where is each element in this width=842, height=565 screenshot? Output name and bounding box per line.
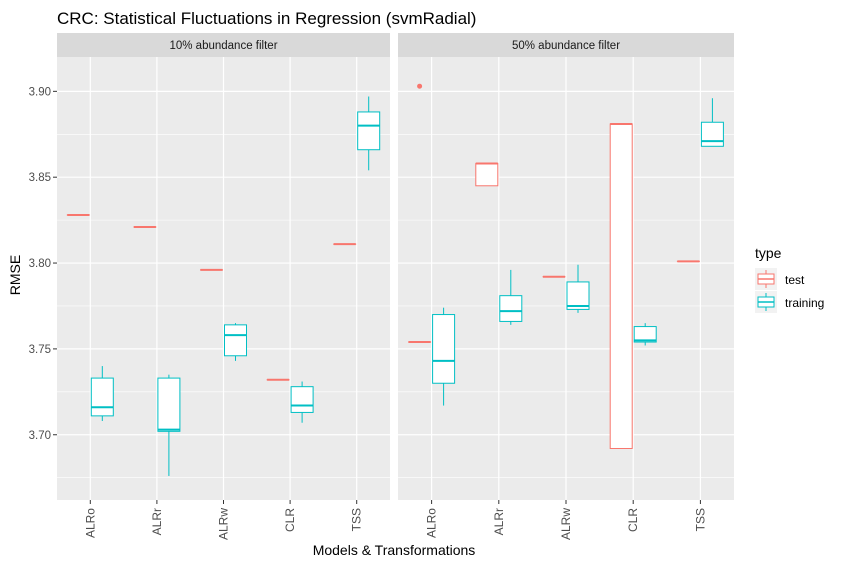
boxplot-tss-training: [700, 98, 724, 147]
box: [633, 326, 657, 343]
box: [90, 377, 114, 417]
boxplot-alro-test: [408, 83, 432, 344]
y-tick-label: 3.85: [29, 172, 51, 184]
boxplot-clr-test: [609, 122, 633, 449]
box: [609, 123, 633, 449]
chart-title: CRC: Statistical Fluctuations in Regress…: [57, 9, 476, 28]
outlier-point: [417, 83, 423, 89]
boxplot-alro-training: [90, 366, 114, 422]
x-tick-label: ALRo: [425, 508, 439, 538]
x-axis-label: Models & Transformations: [313, 542, 476, 558]
y-tick-label: 3.90: [29, 86, 51, 98]
box: [290, 386, 314, 413]
x-tick-label: TSS: [350, 508, 364, 531]
x-tick-label: ALRr: [492, 508, 506, 535]
legend-key-training: [755, 291, 777, 313]
box: [475, 162, 499, 187]
x-tick-label: ALRo: [83, 508, 97, 538]
box: [499, 295, 523, 322]
boxplot-alrr-training: [157, 374, 181, 476]
y-tick-label: 3.70: [29, 430, 51, 442]
boxplot-alro-training: [432, 307, 456, 406]
box: [432, 314, 456, 384]
boxplot-tss-training: [357, 96, 381, 171]
boxplot-alrr-training: [499, 269, 523, 325]
legend-label-training: training: [785, 296, 824, 310]
boxplot-alrw-training: [224, 323, 247, 361]
facet-strip: [398, 33, 734, 57]
legend-key-test: [755, 268, 777, 290]
legend-title: type: [755, 245, 782, 261]
x-tick-label: ALRw: [559, 508, 573, 540]
boxplot-clr-training: [290, 381, 314, 423]
facet-strip-label: 10% abundance filter: [169, 40, 277, 52]
x-tick-label: CLR: [283, 508, 297, 532]
x-tick-label: ALRr: [150, 508, 164, 535]
y-axis: 3.70 3.75 3.80 3.85 3.90: [29, 86, 57, 442]
y-tick-label: 3.80: [29, 258, 51, 270]
y-tick-label: 3.75: [29, 344, 51, 356]
facet-panel-1: 10% abundance filter ALRo ALRr ALRw CLR TSS: [57, 33, 390, 540]
facet-panel-2: 50% abundance filter ALRo ALRr ALRw CLR TSS: [398, 33, 734, 540]
box: [700, 121, 724, 147]
legend-label-test: test: [785, 273, 805, 287]
y-axis-label: RMSE: [7, 255, 23, 295]
x-tick-label: TSS: [693, 508, 707, 531]
x-tick-label: ALRw: [217, 508, 231, 540]
x-tick-label: CLR: [626, 508, 640, 532]
facet-strip-label: 50% abundance filter: [512, 40, 620, 52]
facet-strip: [57, 33, 390, 57]
boxplot-clr-training: [633, 323, 657, 346]
box: [224, 324, 247, 357]
box: [357, 111, 381, 151]
box: [566, 281, 590, 310]
boxplot-alrw-training: [566, 264, 590, 313]
box: [157, 377, 181, 432]
boxplot-alrr-test: [475, 162, 499, 187]
